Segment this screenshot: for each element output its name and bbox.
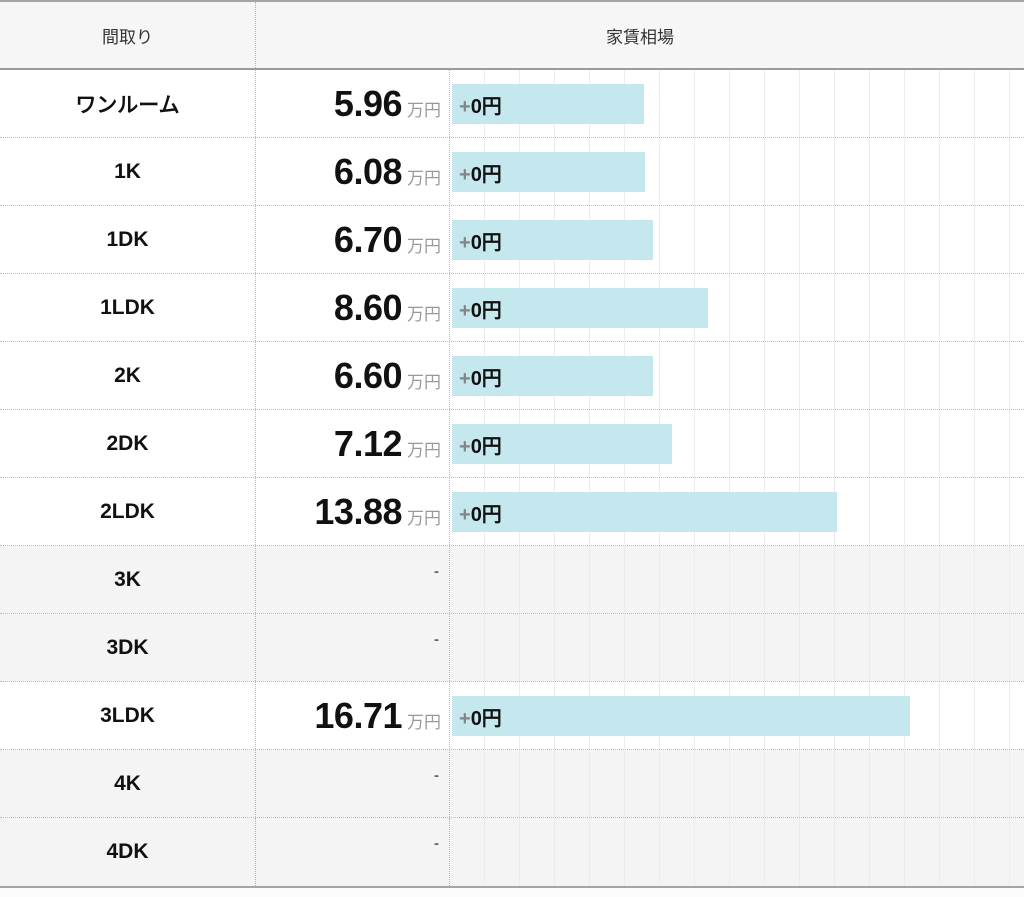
rent-value: 6.60	[333, 354, 403, 396]
rent-value-cell: 7.12 万円	[256, 410, 450, 477]
rent-bar-cell: +0円	[450, 342, 1024, 409]
rent-value-cell: 8.60 万円	[256, 274, 450, 341]
diff-sign: +	[459, 707, 471, 730]
rent-value: 8.60	[333, 286, 403, 328]
diff-amount: 0円	[470, 95, 502, 118]
diff-sign: +	[459, 95, 471, 118]
rent-bar: +0円	[452, 288, 708, 328]
rent-bar-cell: +0円	[450, 682, 1024, 749]
floorplan-label: 1LDK	[0, 274, 256, 341]
rent-value: 13.88	[314, 490, 402, 532]
empty-dash: -	[434, 835, 439, 852]
table-row: 3DK -	[0, 614, 1024, 682]
bottom-strip	[0, 886, 1024, 897]
rent-value-cell: 5.96 万円	[256, 70, 450, 137]
rent-value: 6.70	[333, 218, 403, 260]
rent-bar-cell: +0円	[450, 410, 1024, 477]
rent-header-label: 家賃相場	[606, 27, 674, 47]
rent-unit: 万円	[407, 304, 441, 324]
rent-bar-cell: +0円	[450, 138, 1024, 205]
floorplan-label: 2LDK	[0, 478, 256, 545]
diff-amount: 0円	[470, 707, 502, 730]
rent-bar-cell	[450, 750, 1024, 817]
rent-bar: +0円	[452, 220, 653, 260]
empty-dash: -	[434, 767, 439, 784]
rent-bar-cell: +0円	[450, 70, 1024, 137]
rent-unit: 万円	[407, 100, 441, 120]
floorplan-header-cell: 間取り	[0, 2, 256, 68]
floorplan-label: 1K	[0, 138, 256, 205]
rent-value-cell: 16.71 万円	[256, 682, 450, 749]
floorplan-label: 4DK	[0, 818, 256, 886]
table-row: 2DK 7.12 万円 +0円	[0, 410, 1024, 478]
table-row: 2K 6.60 万円 +0円	[0, 342, 1024, 410]
diff-amount: 0円	[470, 503, 502, 526]
rent-bar: +0円	[452, 424, 672, 464]
rent-unit: 万円	[407, 508, 441, 528]
table-header: 間取り 家賃相場	[0, 2, 1024, 70]
rent-bar-cell	[450, 818, 1024, 886]
rent-value: 6.08	[333, 150, 403, 192]
rent-value-cell: -	[256, 750, 450, 817]
floorplan-label: 2K	[0, 342, 256, 409]
rent-value: 5.96	[333, 82, 403, 124]
table-row: 1LDK 8.60 万円 +0円	[0, 274, 1024, 342]
table-row: 3K -	[0, 546, 1024, 614]
diff-amount: 0円	[470, 435, 502, 458]
floorplan-label: 1DK	[0, 206, 256, 273]
table-row: 3LDK 16.71 万円 +0円	[0, 682, 1024, 750]
table-row: 4DK -	[0, 818, 1024, 886]
rent-unit: 万円	[407, 372, 441, 392]
diff-amount: 0円	[470, 299, 502, 322]
rent-unit: 万円	[407, 236, 441, 256]
diff-amount: 0円	[470, 231, 502, 254]
floorplan-label: 3DK	[0, 614, 256, 681]
rent-value-cell: 6.60 万円	[256, 342, 450, 409]
diff-amount: 0円	[470, 163, 502, 186]
diff-amount: 0円	[470, 367, 502, 390]
table-row: 2LDK 13.88 万円 +0円	[0, 478, 1024, 546]
table-row: 1K 6.08 万円 +0円	[0, 138, 1024, 206]
rent-bar-cell	[450, 614, 1024, 681]
rent-header-cell: 家賃相場	[256, 2, 1024, 68]
diff-sign: +	[459, 503, 471, 526]
rent-bar-cell: +0円	[450, 478, 1024, 545]
floorplan-label: 3LDK	[0, 682, 256, 749]
rent-value: 7.12	[333, 422, 403, 464]
rent-value-cell: -	[256, 614, 450, 681]
rent-bar: +0円	[452, 356, 653, 396]
table-row: 4K -	[0, 750, 1024, 818]
table-row: ワンルーム 5.96 万円 +0円	[0, 70, 1024, 138]
floorplan-label: 2DK	[0, 410, 256, 477]
diff-sign: +	[459, 231, 471, 254]
rent-bar-cell: +0円	[450, 274, 1024, 341]
diff-sign: +	[459, 367, 471, 390]
rent-bar: +0円	[452, 492, 837, 532]
rent-bar: +0円	[452, 696, 910, 736]
rent-value-cell: -	[256, 818, 450, 886]
empty-dash: -	[434, 631, 439, 648]
diff-sign: +	[459, 435, 471, 458]
rent-unit: 万円	[407, 168, 441, 188]
rent-unit: 万円	[407, 712, 441, 732]
rent-bar: +0円	[452, 84, 644, 124]
rent-value-cell: 6.70 万円	[256, 206, 450, 273]
floorplan-label: ワンルーム	[0, 70, 256, 137]
floorplan-header-label: 間取り	[102, 27, 153, 47]
rent-bar-cell	[450, 546, 1024, 613]
diff-sign: +	[459, 299, 471, 322]
rent-value: 16.71	[314, 694, 402, 736]
rent-unit: 万円	[407, 440, 441, 460]
rent-value-cell: -	[256, 546, 450, 613]
rent-value-cell: 13.88 万円	[256, 478, 450, 545]
rent-value-cell: 6.08 万円	[256, 138, 450, 205]
table-row: 1DK 6.70 万円 +0円	[0, 206, 1024, 274]
rent-bar-cell: +0円	[450, 206, 1024, 273]
floorplan-label: 4K	[0, 750, 256, 817]
diff-sign: +	[459, 163, 471, 186]
empty-dash: -	[434, 563, 439, 580]
rent-bar: +0円	[452, 152, 645, 192]
floorplan-label: 3K	[0, 546, 256, 613]
